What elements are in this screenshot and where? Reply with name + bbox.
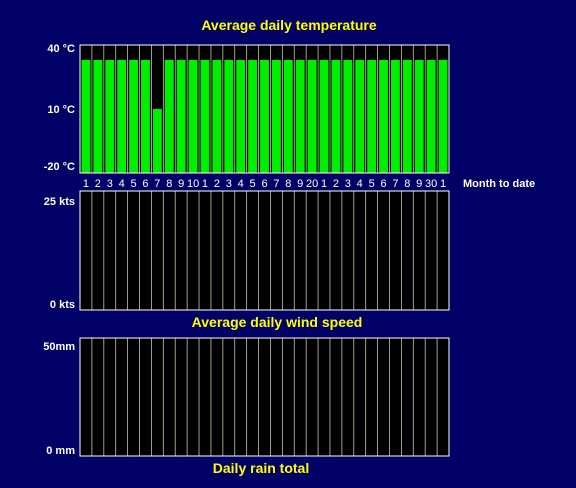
wind-frame	[79, 190, 450, 311]
temp-bar	[283, 59, 293, 173]
wind-ytick-label: 25 kts	[44, 196, 75, 208]
temp-xtick-label: 5	[369, 178, 375, 190]
temp-xtick-label: 5	[131, 178, 137, 190]
temp-xtick-label: 10	[187, 178, 199, 190]
temp-xtick-label: 4	[238, 178, 244, 190]
temp-xtick-label: 1	[321, 178, 327, 190]
temp-xtick-label: 4	[119, 178, 125, 190]
temperature-chart: 40 °C10 °C-20 °C1 2 3 4 5 6 7 8 9 10 1 2 3 4 5 6 7 8 9 20 1 2…	[44, 17, 450, 190]
temp-xtick-label: 7	[273, 178, 279, 190]
temp-xtick-label: 9	[297, 178, 303, 190]
temp-xtick-label: 8	[166, 178, 172, 190]
temp-bar	[200, 59, 210, 173]
temp-xtick-label: 7	[154, 178, 160, 190]
temp-bar	[426, 59, 436, 173]
temp-xtick-label: 1	[83, 178, 89, 190]
temp-bar	[295, 59, 305, 173]
temp-bar	[260, 59, 269, 173]
temp-bar	[438, 59, 448, 173]
temp-bar	[402, 59, 412, 173]
temp-bar	[224, 59, 234, 173]
temp-bar	[355, 59, 365, 173]
temp-xtick-label: 9	[178, 178, 184, 190]
temp-xtick-label: 2	[214, 178, 220, 190]
temp-xtick-label: 30	[425, 178, 437, 190]
temp-bar	[367, 59, 377, 173]
rain-chart: 50mm 0 mm Daily rain total	[43, 337, 450, 476]
temp-ytick-label: 10 °C	[47, 104, 75, 116]
temp-bar	[248, 59, 258, 173]
temp-bar	[81, 59, 91, 173]
temp-bar	[176, 59, 186, 173]
temp-bar	[379, 59, 388, 173]
temp-xtick-label: 3	[345, 178, 351, 190]
temp-bar	[307, 59, 317, 173]
month-to-date-label: Month to date	[463, 178, 535, 190]
temp-bar	[319, 59, 329, 173]
wind-ytick-label: 0 kts	[50, 299, 75, 311]
temp-xtick-label: 8	[285, 178, 291, 190]
temp-xtick-label: 1	[440, 178, 446, 190]
temp-xtick-label: 9	[416, 178, 422, 190]
temp-bar	[188, 59, 198, 173]
temp-bar	[152, 109, 162, 173]
rain-chart-title: Daily rain total	[213, 460, 309, 476]
temp-bar	[117, 59, 127, 173]
temp-frame	[79, 44, 450, 174]
temp-bar	[93, 59, 103, 173]
temp-bar	[390, 59, 400, 173]
temp-xtick-label: 4	[357, 178, 363, 190]
temp-bar	[236, 59, 246, 173]
temp-ytick-label: 40 °C	[47, 43, 75, 55]
temp-xtick-label: 2	[95, 178, 101, 190]
temp-ytick-label: -20 °C	[44, 161, 75, 173]
rain-ytick-label: 0 mm	[46, 445, 75, 457]
temp-xtick-label: 8	[404, 178, 410, 190]
temp-xtick-label: 6	[142, 178, 148, 190]
temp-bar	[129, 59, 139, 173]
temp-bar	[164, 59, 174, 173]
rain-frame	[79, 337, 450, 457]
temp-xtick-label: 2	[333, 178, 339, 190]
temp-bar	[141, 59, 150, 173]
temp-xtick-label: 20	[306, 178, 318, 190]
temp-xtick-label: 7	[392, 178, 398, 190]
temp-bar	[331, 59, 341, 173]
temp-xtick-label: 6	[380, 178, 386, 190]
temp-xtick-label: 6	[261, 178, 267, 190]
temp-xtick-label: 3	[226, 178, 232, 190]
temp-xtick-label: 3	[107, 178, 113, 190]
temp-bar	[343, 59, 353, 173]
temp-chart-title: Average daily temperature	[201, 17, 377, 33]
wind-chart: 25 kts 0 kts Average daily wind speed	[44, 190, 450, 330]
temp-bar	[271, 59, 281, 173]
wind-chart-title: Average daily wind speed	[192, 314, 363, 330]
temp-xtick-label: 5	[250, 178, 256, 190]
wind-plot-area	[80, 191, 449, 310]
rain-ytick-label: 50mm	[43, 341, 75, 353]
temp-bar	[212, 59, 222, 173]
rain-plot-area	[80, 338, 449, 456]
temp-bar	[105, 59, 115, 173]
temp-bar	[414, 59, 424, 173]
temp-xtick-label: 1	[202, 178, 208, 190]
